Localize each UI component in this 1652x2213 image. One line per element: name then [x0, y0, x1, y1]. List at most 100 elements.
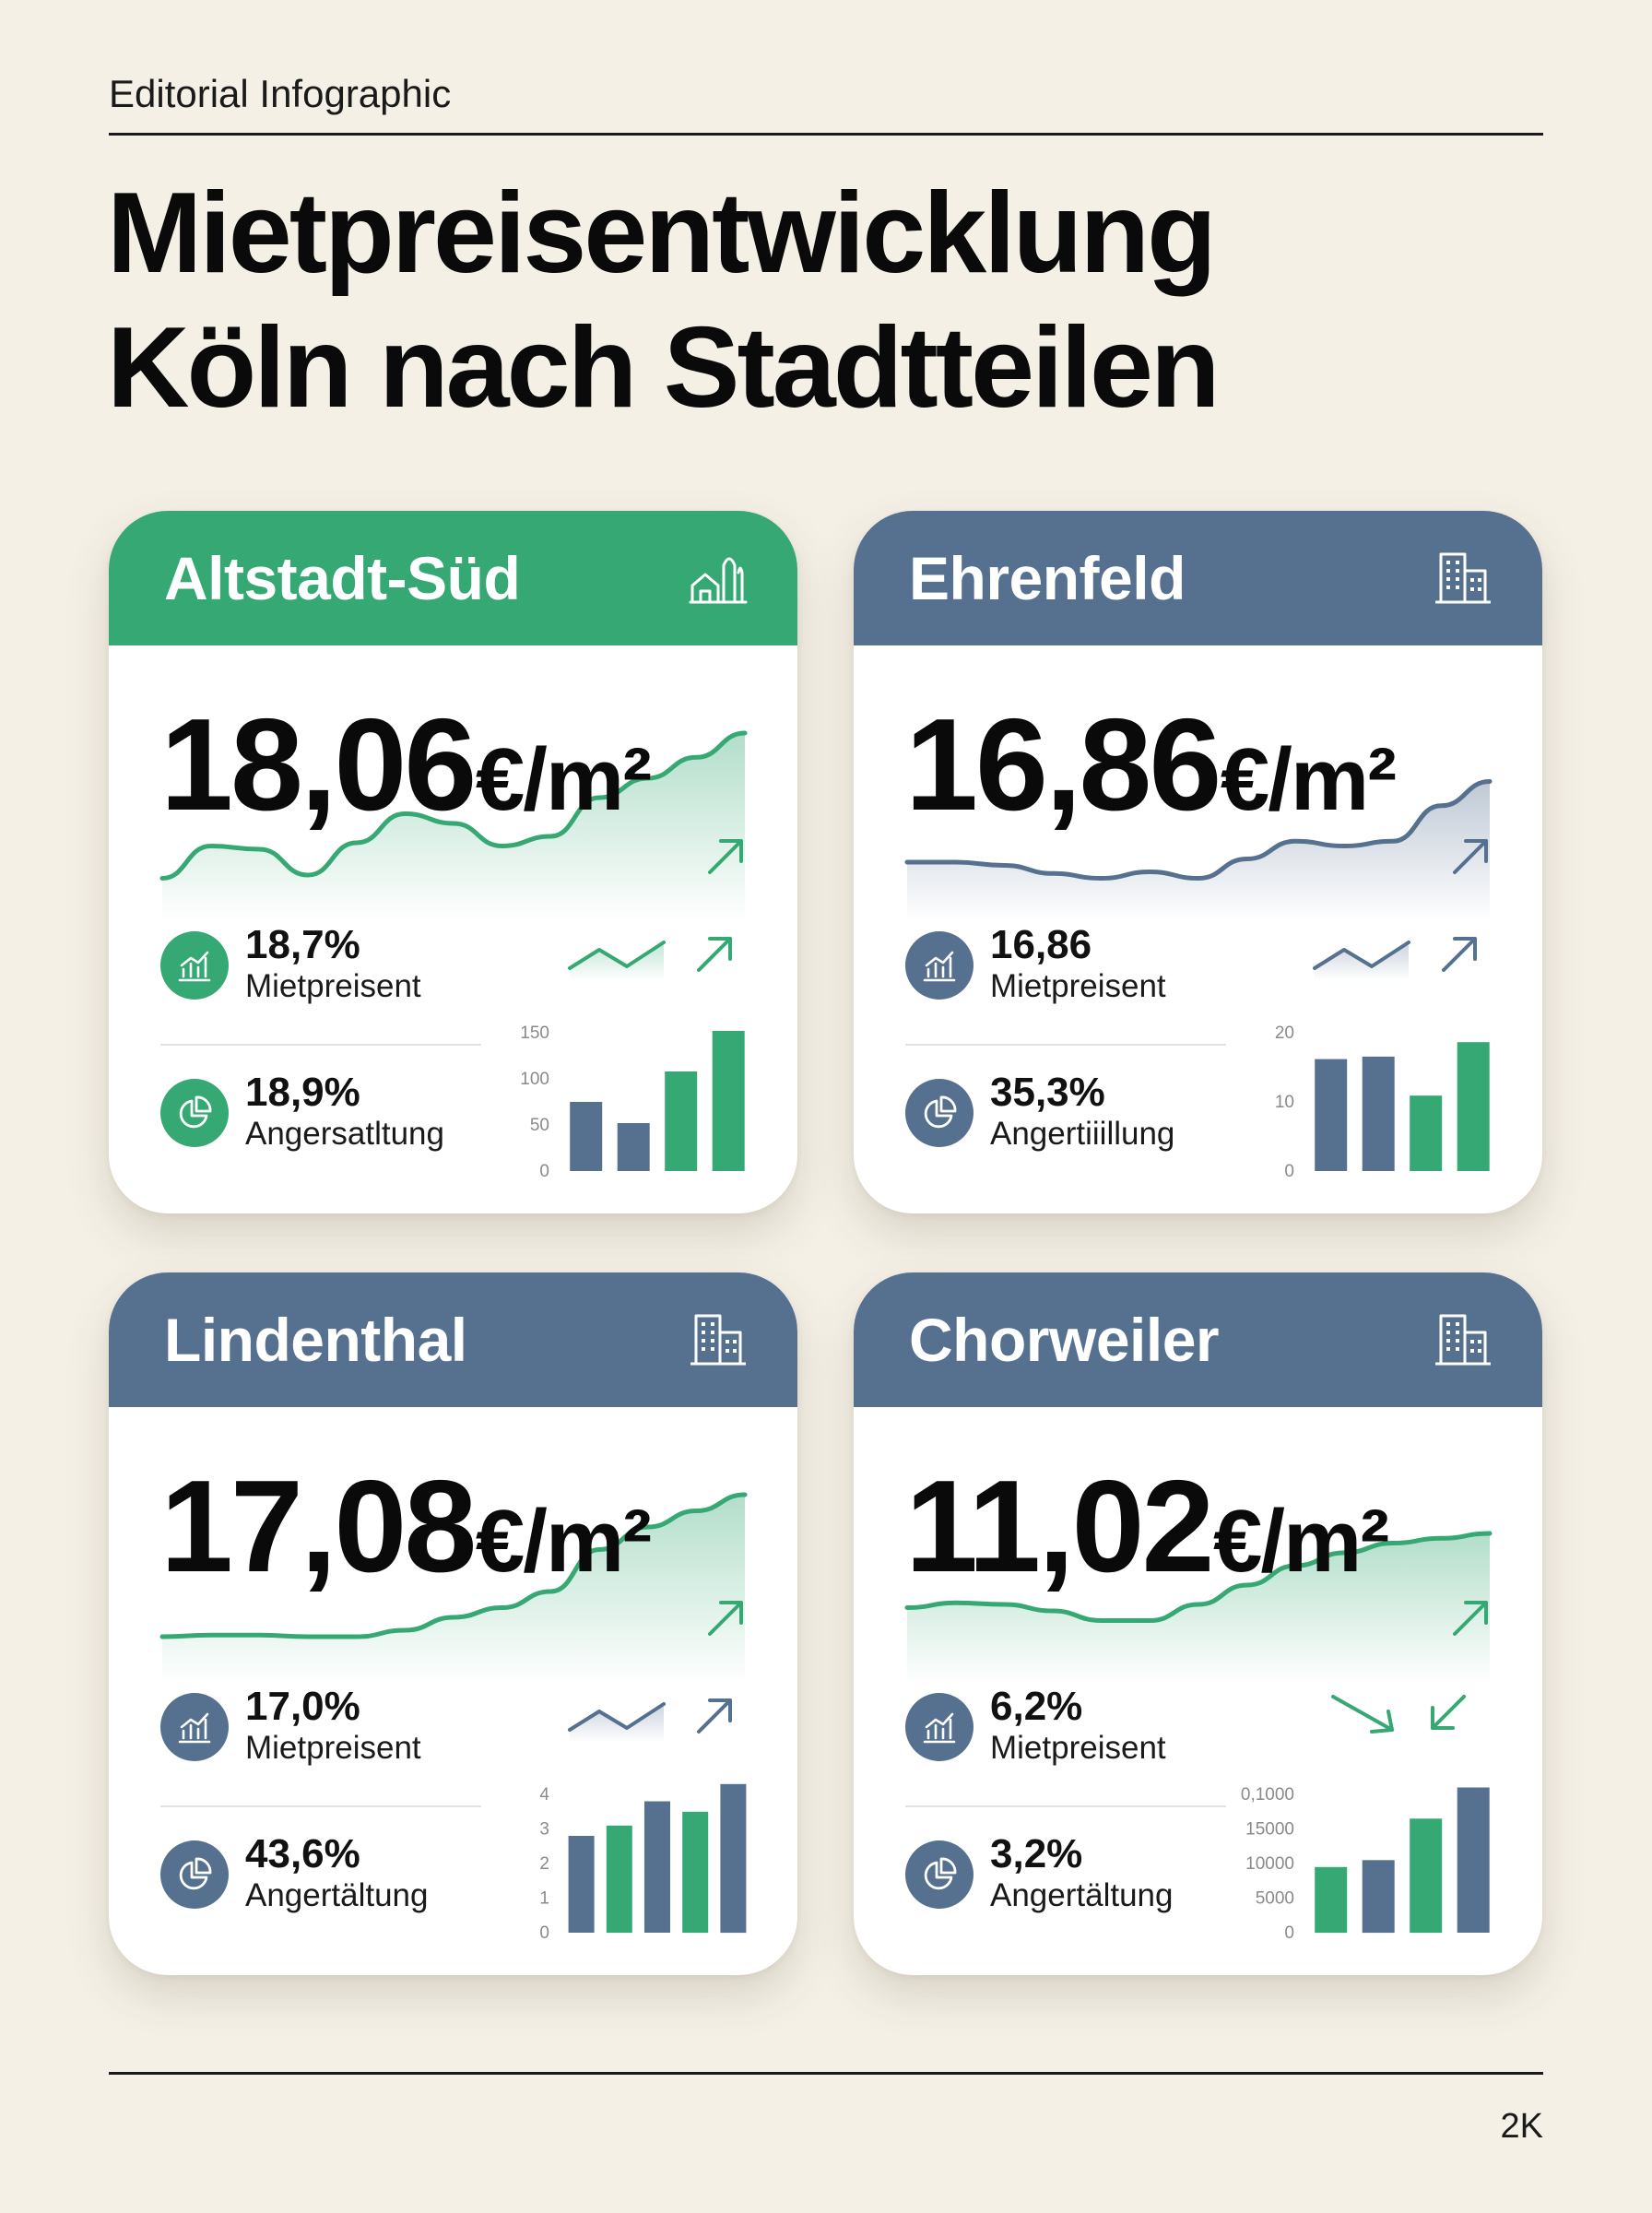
- stat-value: 16,86: [990, 922, 1092, 967]
- stat-value: 17,0%: [245, 1684, 360, 1729]
- bar-chart-icon: [160, 931, 229, 1000]
- pie-chart-icon: [905, 1079, 974, 1147]
- price-unit: €/m²: [1220, 730, 1397, 829]
- bar: [1315, 1866, 1348, 1934]
- y-tick-label: 10,1000: [1241, 1785, 1294, 1805]
- price-per-sqm: 17,08 €/m²: [160, 1451, 652, 1603]
- card-body: 16,86 €/m² 16,86 Mietpreisent 35,3% Angertii…: [854, 645, 1542, 1213]
- district-card: Chorweiler 11,02 €/m² 6,2% Mietpreisent 3,2%…: [854, 1272, 1542, 1975]
- bar-chart-icon: [160, 1693, 229, 1761]
- title-line-2: Köln nach Stadtteilen: [107, 304, 1221, 432]
- mini-trend-icon: [568, 1698, 732, 1743]
- bar: [570, 1102, 603, 1171]
- district-name: Altstadt-Süd: [164, 544, 521, 612]
- sparkline-line: [904, 779, 1493, 882]
- bar: [1362, 1860, 1395, 1934]
- house-icon: [689, 557, 748, 604]
- bar: [720, 1783, 747, 1934]
- page-title: Mietpreisentwicklung Köln nach Stadtteil…: [107, 166, 1221, 435]
- y-tick-label: 10000: [1245, 1854, 1294, 1874]
- bar: [1315, 1059, 1348, 1171]
- stat-divider: [905, 1044, 1226, 1046]
- price-sparkline: [159, 730, 748, 922]
- stat-label: Angertältung: [990, 1877, 1174, 1913]
- district-name: Ehrenfeld: [909, 544, 1186, 612]
- sparkline-area: [907, 1533, 1490, 1684]
- y-tick-label: 0: [1284, 1162, 1294, 1180]
- card-body: 18,06 €/m² 18,7% Mietpreisent 18,9% Angersat…: [109, 645, 797, 1213]
- sparkline-area: [907, 781, 1490, 922]
- y-tick-label: 150: [520, 1024, 549, 1043]
- bar: [568, 1836, 595, 1933]
- stat-value: 43,6%: [245, 1831, 360, 1876]
- sparkline-line: [159, 730, 748, 881]
- stat-value: 18,9%: [245, 1070, 360, 1115]
- title-line-1: Mietpreisentwicklung: [107, 170, 1217, 297]
- stat-value: 18,7%: [245, 922, 360, 967]
- bar-chart-icon: [905, 931, 974, 1000]
- bottom-rule: [109, 2072, 1543, 2075]
- card-header: Chorweiler: [854, 1272, 1542, 1407]
- y-tick-label: 100: [520, 1070, 549, 1089]
- y-tick-label: 15000: [1245, 1820, 1294, 1840]
- card-header: Altstadt-Süd: [109, 511, 797, 645]
- footer-label: 2K: [1500, 2107, 1543, 2146]
- card-body: 11,02 €/m² 6,2% Mietpreisent 3,2% Angertältu…: [854, 1407, 1542, 1975]
- mini-trend-icon: [568, 937, 732, 981]
- mini-trend-icon: [1313, 937, 1477, 981]
- trend-up-arrow-icon: [1453, 1601, 1488, 1636]
- sparkline-line: [904, 1531, 1493, 1623]
- stat-label: Angersatltung: [245, 1116, 444, 1152]
- sparkline-area: [162, 1495, 745, 1684]
- bar: [665, 1071, 698, 1171]
- bar: [712, 1031, 745, 1171]
- pie-chart-icon: [905, 1840, 974, 1909]
- price-value: 18,06: [160, 692, 477, 838]
- stat-value: 35,3%: [990, 1070, 1105, 1115]
- mini-trend-icon: [1331, 1695, 1466, 1734]
- bar: [1362, 1056, 1395, 1171]
- bar: [1457, 1042, 1490, 1171]
- stat-label: Mietpreisent: [245, 968, 421, 1004]
- y-tick-label: 2: [539, 1854, 549, 1874]
- stat-divider: [160, 1044, 481, 1046]
- price-per-sqm: 16,86 €/m²: [905, 690, 1397, 841]
- price-unit: €/m²: [1212, 1492, 1389, 1591]
- trend-up-arrow-icon: [708, 839, 743, 874]
- y-tick-label: 50: [530, 1116, 549, 1135]
- trend-up-arrow-icon: [1453, 839, 1488, 874]
- price-value: 17,08: [160, 1453, 477, 1600]
- stat-label: Mietpreisent: [990, 968, 1166, 1004]
- stat-label: Angertältung: [245, 1877, 429, 1913]
- trend-up-arrow-icon: [708, 1601, 743, 1636]
- price-per-sqm: 18,06 €/m²: [160, 690, 652, 841]
- sparkline-line: [159, 1492, 748, 1639]
- district-name: Chorweiler: [909, 1306, 1220, 1374]
- stat-value: 6,2%: [990, 1684, 1083, 1729]
- bar: [1410, 1095, 1443, 1171]
- y-tick-label: 0: [1284, 1923, 1294, 1942]
- price-unit: €/m²: [475, 1492, 652, 1591]
- price-value: 16,86: [905, 692, 1221, 838]
- district-card: Ehrenfeld 16,86 €/m² 16,86 Mietpreisent 35,3…: [854, 511, 1542, 1213]
- card-header: Ehrenfeld: [854, 511, 1542, 645]
- building-icon: [1435, 1314, 1491, 1366]
- y-tick-label: 10: [1275, 1093, 1294, 1112]
- sparkline-area: [162, 733, 745, 922]
- building-icon: [1435, 552, 1491, 604]
- stat-label: Angertiiillung: [990, 1116, 1175, 1152]
- price-unit: €/m²: [475, 730, 652, 829]
- y-tick-label: 1: [539, 1889, 549, 1909]
- stat-label: Mietpreisent: [245, 1730, 421, 1766]
- rent-bar-chart: 4 3 2 1 0: [539, 1783, 747, 1942]
- y-tick-label: 3: [539, 1820, 549, 1840]
- district-card: Lindenthal 17,08 €/m² 17,0% Mietpreisent 43,…: [109, 1272, 797, 1975]
- card-header: Lindenthal: [109, 1272, 797, 1407]
- y-tick-label: 0: [539, 1923, 549, 1942]
- top-rule: [109, 133, 1543, 136]
- price-sparkline: [904, 1531, 1493, 1684]
- district-name: Lindenthal: [164, 1306, 467, 1374]
- y-tick-label: 0: [539, 1162, 549, 1180]
- stat-divider: [160, 1805, 481, 1807]
- rent-bar-chart: 20 10 0: [1275, 1024, 1490, 1180]
